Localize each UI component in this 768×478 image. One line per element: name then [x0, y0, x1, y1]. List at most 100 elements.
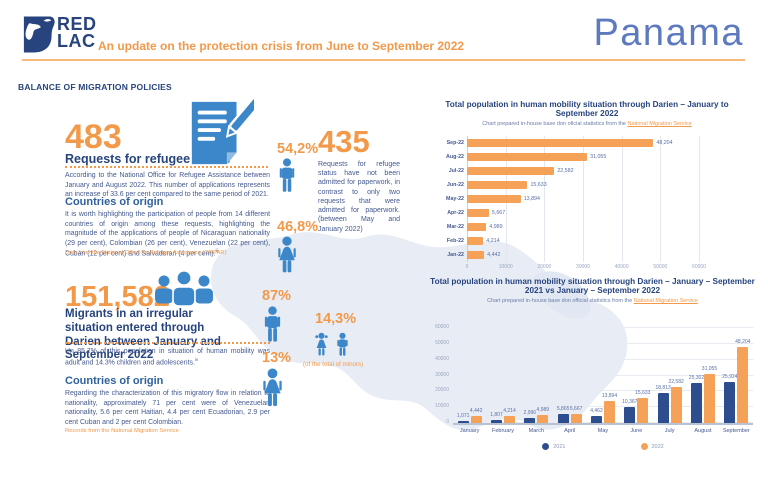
y-tick-label: 0 — [446, 419, 449, 425]
bar-category-label: June — [630, 428, 643, 434]
bar — [467, 195, 521, 203]
y-tick-label: 20000 — [435, 387, 449, 394]
bar — [467, 181, 528, 189]
refugee-source-note: Data from the National Office for Refuge… — [65, 250, 227, 256]
bar-row: Jan-22 4,442 — [447, 248, 699, 262]
bar — [467, 223, 487, 231]
x-tick-label: 20000 — [537, 264, 552, 270]
bar-value-label: 4,442 — [469, 407, 483, 414]
bar-group: 1,071 4,442 January — [453, 328, 486, 434]
bar-row: Apr-22 5,667 — [447, 206, 699, 220]
bar-category-label: Jun-22 — [446, 182, 464, 188]
gridline — [453, 406, 753, 408]
bar-value-label: 4,442 — [487, 252, 501, 258]
bar-value-label: 25,924 — [722, 373, 738, 380]
bar-category-label: March — [528, 428, 544, 434]
bar-value-label: 4,462 — [590, 407, 603, 414]
national-migration-service-link[interactable]: National Migration Service — [627, 121, 692, 127]
bar-category-label: August — [694, 428, 712, 434]
gridline — [453, 342, 753, 344]
footnote-mark: iv — [194, 356, 199, 362]
bar-value-label: 13,894 — [601, 393, 618, 400]
bar-value-label: 31,055 — [701, 365, 718, 372]
bar-row: Jul-22 22,582 — [449, 164, 699, 178]
minors-percent: 14,3% — [315, 311, 357, 327]
bar-value-label: 48,204 — [656, 140, 673, 146]
x-tick-label: 10000 — [498, 264, 513, 270]
migrants-demographics-text: Un 85,7% of this population in situation… — [65, 348, 270, 366]
bar — [467, 153, 588, 161]
bar-category-label: April — [564, 428, 576, 434]
bar-value-label: 22,582 — [557, 168, 574, 174]
bar-category-label: Apr-22 — [447, 210, 464, 216]
bar-row: Sep-22 48,204 — [447, 136, 699, 150]
female-migrants-percent: 13% — [262, 350, 292, 366]
bar-value-label: 1,071 — [456, 413, 470, 420]
gridline — [583, 136, 584, 262]
bar-category-label: Mar-22 — [446, 224, 464, 230]
bar-2021: 18,813 — [655, 385, 671, 423]
y-tick-label: 10000 — [435, 403, 449, 410]
legend-dot — [640, 443, 648, 450]
gridline — [453, 390, 753, 392]
bar-2022: 22,582 — [668, 379, 684, 423]
chart1-subtitle-text: Chart prepared in-house base don oficial… — [482, 121, 628, 127]
minors-note: (of the total of minors) — [303, 361, 364, 368]
bar-2021: 25,924 — [722, 374, 737, 423]
bar-2021: 4,462 — [590, 408, 603, 423]
female-person-icon — [263, 368, 282, 407]
national-migration-service-link[interactable]: National Migration Service — [633, 298, 698, 304]
male-requests-percent: 54,2% — [277, 141, 319, 157]
bar-row: Feb-22 4,214 — [447, 234, 699, 248]
chart2-title: Total population in human mobility situa… — [430, 277, 755, 295]
bar-row: Jun-22 15,633 — [447, 178, 699, 192]
bar-2021: 2,996 — [524, 410, 536, 423]
bar-value-label: 18,813 — [655, 385, 671, 392]
bar-row: May-22 13,894 — [446, 192, 699, 206]
refugee-requests-label: Requests for refugee status — [65, 152, 231, 166]
not-admitted-paragraph: Requests for refugee status have not bee… — [318, 161, 400, 233]
x-tick-label: 50000 — [653, 264, 668, 270]
bar-value-label: 31,055 — [590, 154, 607, 160]
bar-value-label: 1,807 — [490, 412, 503, 419]
bar — [467, 167, 555, 175]
x-tick-label: 60000 — [692, 264, 706, 270]
bar-2022: 4,989 — [537, 407, 549, 423]
chart-darien-2021-vs-2022: Total population in human mobility situa… — [425, 277, 760, 450]
bar-group: 25,924 48,204 September — [720, 328, 753, 434]
bar-value-label: 48,204 — [735, 338, 751, 345]
gridline — [621, 136, 623, 262]
y-tick-label: 30000 — [435, 371, 449, 378]
bar-value-label: 4,989 — [489, 224, 503, 230]
chart-darien-2022: Total population in human mobility situa… — [437, 100, 737, 272]
bar-value-label: 5,667 — [569, 406, 583, 413]
bar-value-label: 22,582 — [668, 379, 684, 386]
bar-2022: 13,894 — [602, 393, 617, 423]
bar-category-label: February — [491, 428, 514, 434]
y-tick-label: 40000 — [435, 355, 449, 362]
bar-2021: 25,302 — [689, 375, 704, 423]
footnote-mark: iii — [215, 248, 219, 254]
bar-group: 18,813 22,582 July — [653, 328, 686, 434]
bar-value-label: 25,302 — [688, 374, 705, 381]
x-tick-label: 40000 — [614, 264, 629, 270]
migrants-paragraph: Un 85,7% of this population in situation… — [65, 347, 270, 367]
header-rule — [22, 59, 745, 61]
redlac-logo-text: RED LAC — [57, 15, 97, 49]
bar-value-label: 15,633 — [635, 390, 651, 397]
gridline — [453, 374, 753, 376]
x-tick-label: 30000 — [576, 264, 590, 270]
redlac-logo-icon — [23, 16, 55, 53]
bar-value-label: 4,989 — [536, 407, 550, 414]
dotted-divider — [65, 166, 268, 168]
chart2-plot: 0 10000 20000 30000 40000 50000 60000 1,071 4,4… — [435, 324, 753, 434]
bar-2021: 1,807 — [490, 412, 503, 423]
bar-group: 5,865 5,667 April — [553, 328, 586, 434]
bar — [467, 209, 489, 217]
y-tick-label: 50000 — [435, 339, 449, 346]
country-title: Panama — [593, 12, 744, 54]
bar-value-label: 5,865 — [556, 405, 570, 412]
bar-category-label: May — [597, 428, 609, 434]
gridline — [699, 136, 700, 262]
gridline — [453, 358, 753, 360]
